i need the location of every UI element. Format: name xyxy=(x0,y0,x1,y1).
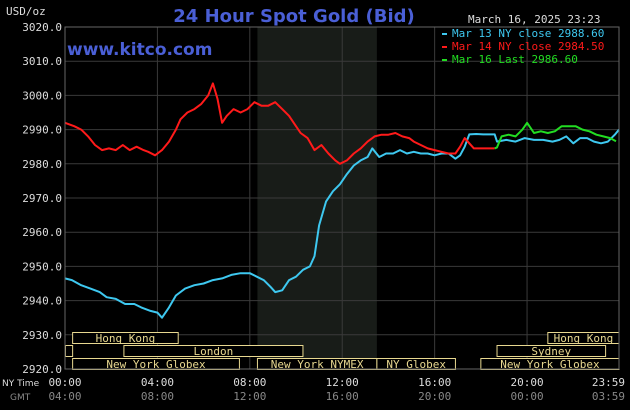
legend-entry: Mar 16 Last 2986.60 xyxy=(452,53,578,66)
session-label: New York Globex xyxy=(106,358,206,371)
session-label: Sydney xyxy=(531,345,571,358)
plot-frame xyxy=(64,26,620,370)
session-label: New York NYMEX xyxy=(271,358,364,371)
x-axis: 00:0004:0004:0008:0008:0012:0012:0016:00… xyxy=(2,376,625,403)
x-tick-ny: 04:00 xyxy=(141,376,174,389)
watermark-link[interactable]: www.kitco.com xyxy=(67,40,212,60)
y-tick-label: 2950.0 xyxy=(22,260,62,273)
x-tick-ny: 20:00 xyxy=(510,376,543,389)
session-label: NY Globex xyxy=(386,358,446,371)
x-tick-ny: 12:00 xyxy=(326,376,359,389)
session-bar xyxy=(496,345,607,357)
x-tick-gmt: 16:00 xyxy=(326,390,359,403)
session-label: New York Globex xyxy=(500,358,600,371)
x-tick-ny: 16:00 xyxy=(418,376,451,389)
y-tick-label: 2960.0 xyxy=(22,226,62,239)
session-bar xyxy=(123,345,304,357)
session-bar xyxy=(72,332,179,344)
y-axis: 3020.0 3010.0 3000.0 2990.0 2980.0 2970.0 2960… xyxy=(22,21,62,376)
x-tick-gmt: 03:59 xyxy=(592,390,625,403)
timestamp: March 16, 2025 23:23 xyxy=(468,13,600,26)
y-tick-label: 3010.0 xyxy=(22,55,62,68)
series-line xyxy=(64,128,620,319)
x-tick-ny: 08:00 xyxy=(233,376,266,389)
session-label: Hong Kong xyxy=(96,332,156,345)
series-line xyxy=(494,121,617,150)
x-tick-gmt: 12:00 xyxy=(233,390,266,403)
y-tick-label: 2940.0 xyxy=(22,295,62,308)
y-tick-label: 3000.0 xyxy=(22,89,62,102)
series-line xyxy=(64,82,495,165)
x-tick-gmt: 08:00 xyxy=(141,390,174,403)
x-tick-ny: 00:00 xyxy=(48,376,81,389)
y-tick-label: 2930.0 xyxy=(22,329,62,342)
units-label: USD/oz xyxy=(6,5,46,18)
chart-title: 24 Hour Spot Gold (Bid) xyxy=(173,6,414,27)
legend-swatch xyxy=(442,46,447,48)
legend-swatch xyxy=(442,33,447,35)
y-tick-label: 2920.0 xyxy=(22,363,62,376)
y-tick-label: 2970.0 xyxy=(22,192,62,205)
x-tick-ny: 23:59 xyxy=(592,376,625,389)
y-tick-label: 3020.0 xyxy=(22,21,62,34)
session-label: London xyxy=(194,345,234,358)
y-tick-label: 2980.0 xyxy=(22,158,62,171)
x-tick-gmt: 04:00 xyxy=(48,390,81,403)
legend-entry: Mar 14 NY close 2984.50 xyxy=(452,40,604,53)
legend-swatch xyxy=(442,59,447,61)
x-tick-gmt: 00:00 xyxy=(510,390,543,403)
x-tick-gmt: 20:00 xyxy=(418,390,451,403)
x-row-label-ny: NY Time xyxy=(2,379,40,389)
session-stub xyxy=(64,345,74,357)
x-row-label-gmt: GMT xyxy=(10,393,31,403)
y-tick-label: 2990.0 xyxy=(22,124,62,137)
price-lines xyxy=(64,82,620,319)
legend-entry: Mar 13 NY close 2988.60 xyxy=(452,27,604,40)
session-label: Hong Kong xyxy=(554,332,614,345)
